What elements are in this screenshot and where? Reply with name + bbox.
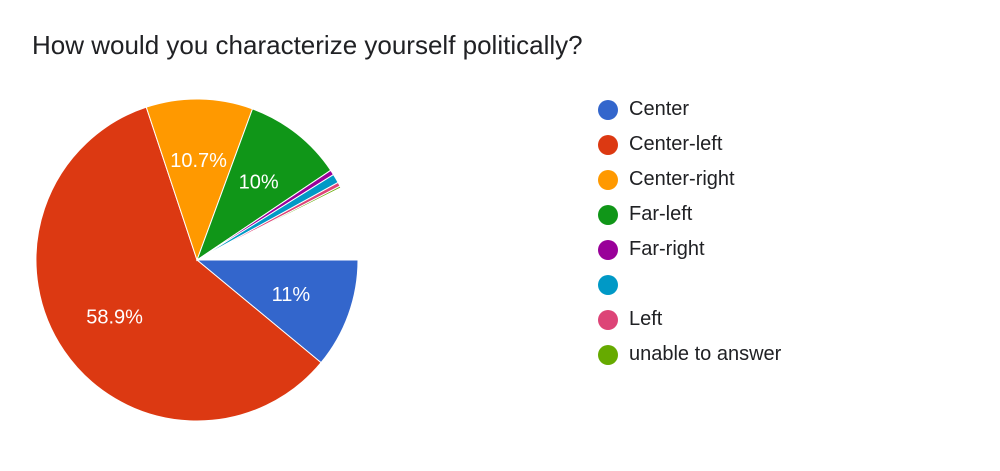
chart-legend: Center Center-left Center-right Far-left… <box>598 92 781 372</box>
legend-swatch-far-left <box>598 204 618 225</box>
pie-label-center: 11% <box>272 284 311 306</box>
pie-label-far-left: 10% <box>239 172 279 194</box>
pie-slice-blank-8[interactable] <box>196 187 359 261</box>
legend-item-unable-to-answer[interactable]: unable to answer <box>598 337 781 372</box>
legend-item-center-right[interactable]: Center-right <box>598 162 781 197</box>
legend-swatch-unable-to-answer <box>598 344 618 365</box>
legend-label-far-left: Far-left <box>629 203 693 225</box>
legend-item-center[interactable]: Center <box>598 92 781 127</box>
legend-item-far-left[interactable]: Far-left <box>598 197 781 232</box>
legend-swatch-center <box>598 99 618 120</box>
legend-item-center-left[interactable]: Center-left <box>598 127 781 162</box>
pie-slice-center-right[interactable] <box>145 98 254 262</box>
pie-label-center-left: 58.9% <box>86 306 143 328</box>
pie-slice-center[interactable] <box>195 259 359 364</box>
legend-swatch-center-right <box>598 169 618 190</box>
legend-item-left[interactable]: Left <box>598 302 781 337</box>
legend-swatch-blank <box>598 274 618 295</box>
legend-swatch-center-left <box>598 134 618 155</box>
legend-swatch-far-right <box>598 239 618 260</box>
legend-label-center-left: Center-left <box>629 133 723 155</box>
chart-title: How would you characterize yourself poli… <box>32 30 583 60</box>
pie-slice-center-left[interactable] <box>35 106 322 422</box>
legend-label-center-right: Center-right <box>629 168 735 190</box>
legend-label-far-right: Far-right <box>629 238 705 260</box>
pie-label-center-right: 10.7% <box>170 150 227 172</box>
legend-swatch-left <box>598 309 618 330</box>
legend-label-center: Center <box>629 98 690 120</box>
legend-item-blank[interactable] <box>598 267 781 302</box>
legend-item-far-right[interactable]: Far-right <box>598 232 781 267</box>
legend-label-unable-to-answer: unable to answer <box>629 343 782 365</box>
pie-slice-far-left[interactable] <box>196 108 332 262</box>
legend-label-left: Left <box>629 308 663 330</box>
